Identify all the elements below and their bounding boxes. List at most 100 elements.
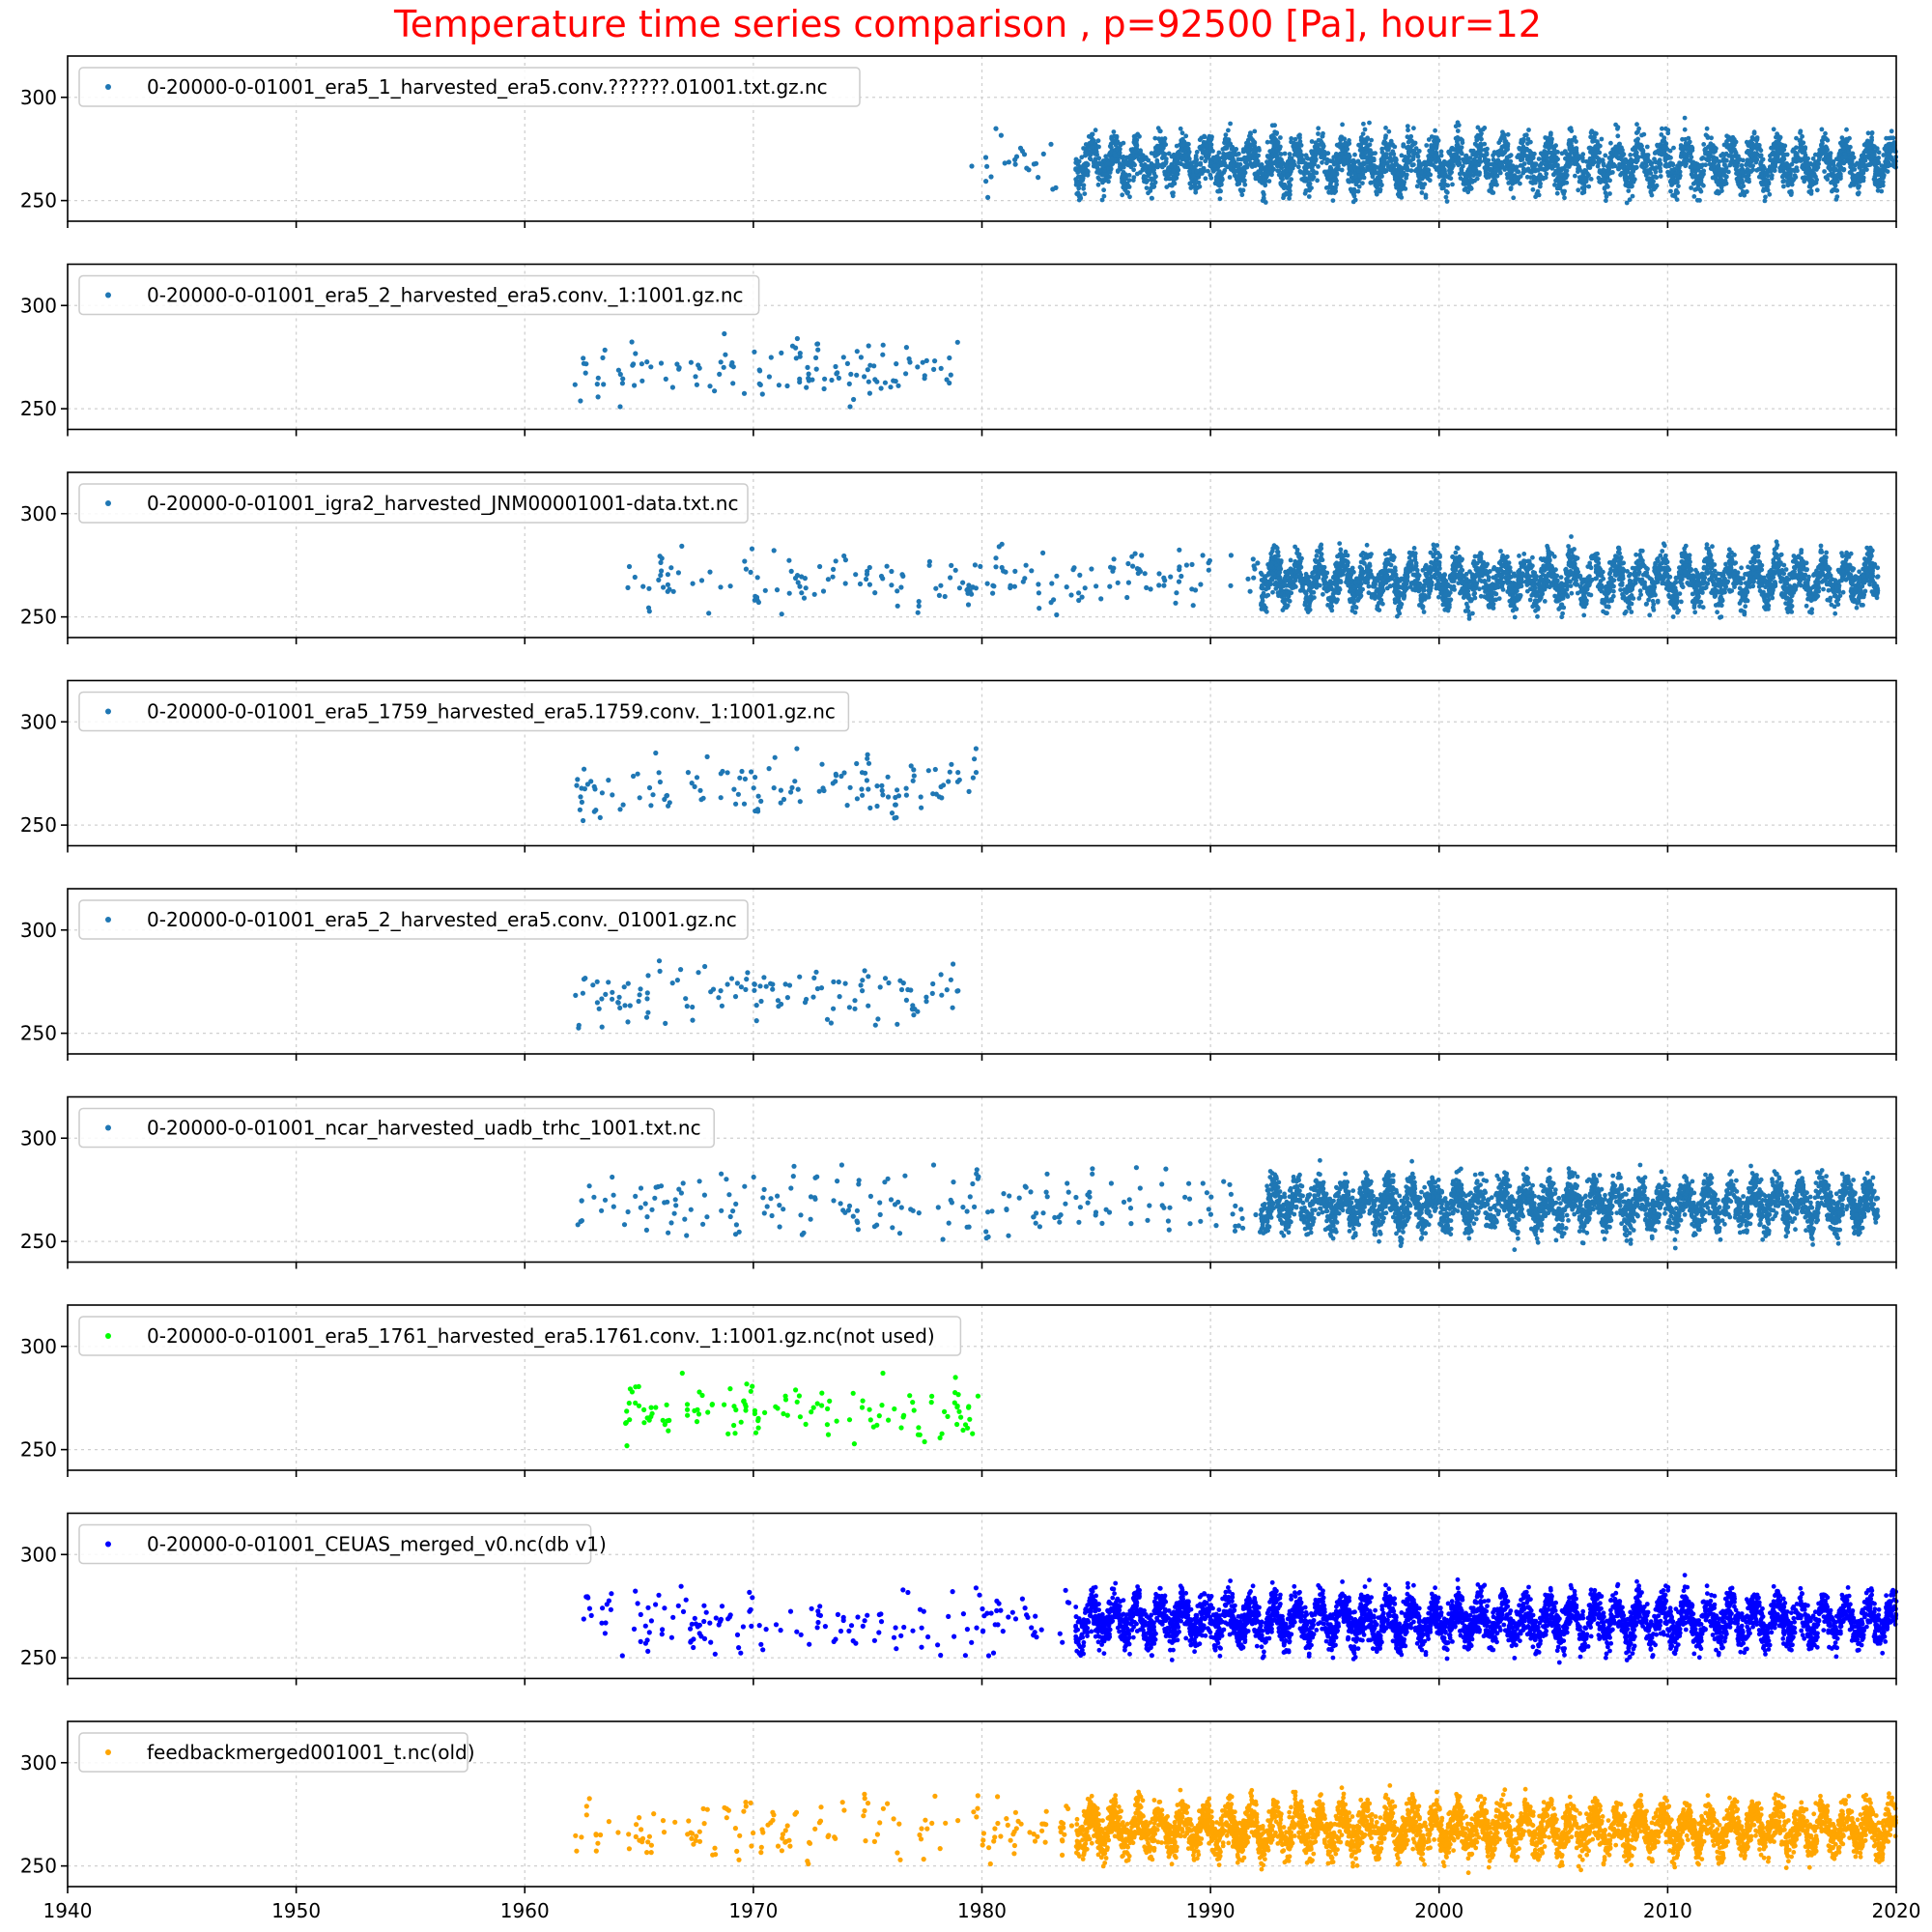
data-point [1048, 141, 1054, 147]
data-point [1156, 151, 1162, 156]
data-point [1659, 132, 1664, 137]
data-point [1251, 156, 1256, 161]
data-point [1429, 157, 1435, 162]
data-point [874, 379, 880, 384]
data-point [1416, 158, 1422, 164]
data-point [1605, 183, 1609, 188]
data-point [759, 391, 765, 397]
data-point [1483, 170, 1489, 176]
data-point [817, 563, 823, 570]
data-point [1833, 167, 1838, 173]
data-point [1122, 187, 1127, 193]
legend: 0-20000-0-01001_era5_2_harvested_era5.co… [78, 274, 760, 316]
data-point [1093, 156, 1098, 162]
data-point [1455, 120, 1461, 126]
data-point [1296, 133, 1301, 139]
data-point [1614, 152, 1619, 157]
data-point [895, 383, 901, 388]
data-point [993, 564, 999, 570]
data-point [805, 364, 810, 370]
data-point [1231, 146, 1236, 152]
data-point [1880, 173, 1886, 179]
data-point [1411, 149, 1417, 154]
data-point [1432, 138, 1436, 144]
data-point [1479, 136, 1484, 142]
data-point [594, 382, 600, 387]
data-point [1801, 166, 1806, 172]
data-point [1625, 169, 1631, 175]
data-point [1554, 190, 1560, 196]
data-point [1338, 137, 1344, 143]
data-point [825, 577, 832, 582]
data-point [1126, 178, 1132, 184]
data-point [795, 580, 801, 585]
data-point [1555, 156, 1560, 162]
data-point [1133, 154, 1139, 159]
data-point [632, 574, 638, 581]
data-point [722, 330, 727, 337]
data-point [1093, 128, 1098, 133]
data-point [1618, 149, 1624, 155]
data-point [1156, 582, 1162, 588]
data-point [1667, 148, 1673, 154]
data-point [1110, 138, 1116, 144]
data-point [1701, 168, 1707, 174]
data-point [1827, 157, 1833, 163]
data-point [1310, 167, 1315, 173]
data-point [1777, 165, 1783, 171]
data-point [1268, 133, 1274, 139]
data-point [1280, 160, 1286, 166]
data-point [854, 349, 860, 355]
data-point [836, 375, 842, 381]
data-point [1156, 136, 1161, 142]
data-point [1406, 128, 1410, 133]
data-point [717, 371, 723, 377]
data-point [729, 359, 735, 366]
data-point [698, 578, 705, 583]
data-point [1825, 177, 1831, 183]
data-point [1382, 135, 1388, 141]
data-point [1360, 181, 1365, 186]
data-point [1111, 556, 1117, 562]
data-point [1869, 135, 1874, 140]
data-point [1367, 120, 1372, 126]
data-point [1139, 155, 1145, 160]
data-point [1844, 127, 1849, 132]
data-point [1832, 163, 1836, 168]
data-point [1296, 156, 1302, 162]
data-point [748, 569, 753, 576]
data-point [1599, 136, 1605, 142]
data-point [1658, 174, 1663, 179]
data-point [1580, 152, 1586, 157]
data-point [1309, 149, 1314, 155]
data-point [625, 584, 631, 591]
data-point [841, 553, 847, 559]
data-point [1162, 152, 1168, 157]
data-point [1297, 139, 1303, 144]
data-point [1189, 561, 1195, 568]
data-point [1419, 190, 1425, 195]
data-point [1690, 168, 1695, 174]
data-point [1537, 184, 1543, 189]
data-point [1544, 171, 1549, 177]
data-point [1422, 182, 1428, 187]
data-point [1212, 163, 1217, 169]
data-point [1807, 181, 1813, 186]
data-point [1512, 175, 1518, 181]
data-point [1833, 183, 1838, 188]
data-point [915, 610, 921, 615]
data-point [1536, 192, 1542, 198]
data-point [1728, 159, 1734, 165]
data-point [1163, 159, 1169, 165]
data-point [1689, 185, 1693, 190]
data-point [1180, 142, 1186, 148]
data-point [1036, 175, 1041, 181]
data-point [1803, 145, 1808, 151]
data-point [1222, 136, 1228, 142]
data-point [1704, 126, 1710, 131]
data-point [853, 572, 859, 578]
data-point [1040, 550, 1046, 556]
data-point [1125, 560, 1131, 567]
data-point [1885, 155, 1890, 160]
